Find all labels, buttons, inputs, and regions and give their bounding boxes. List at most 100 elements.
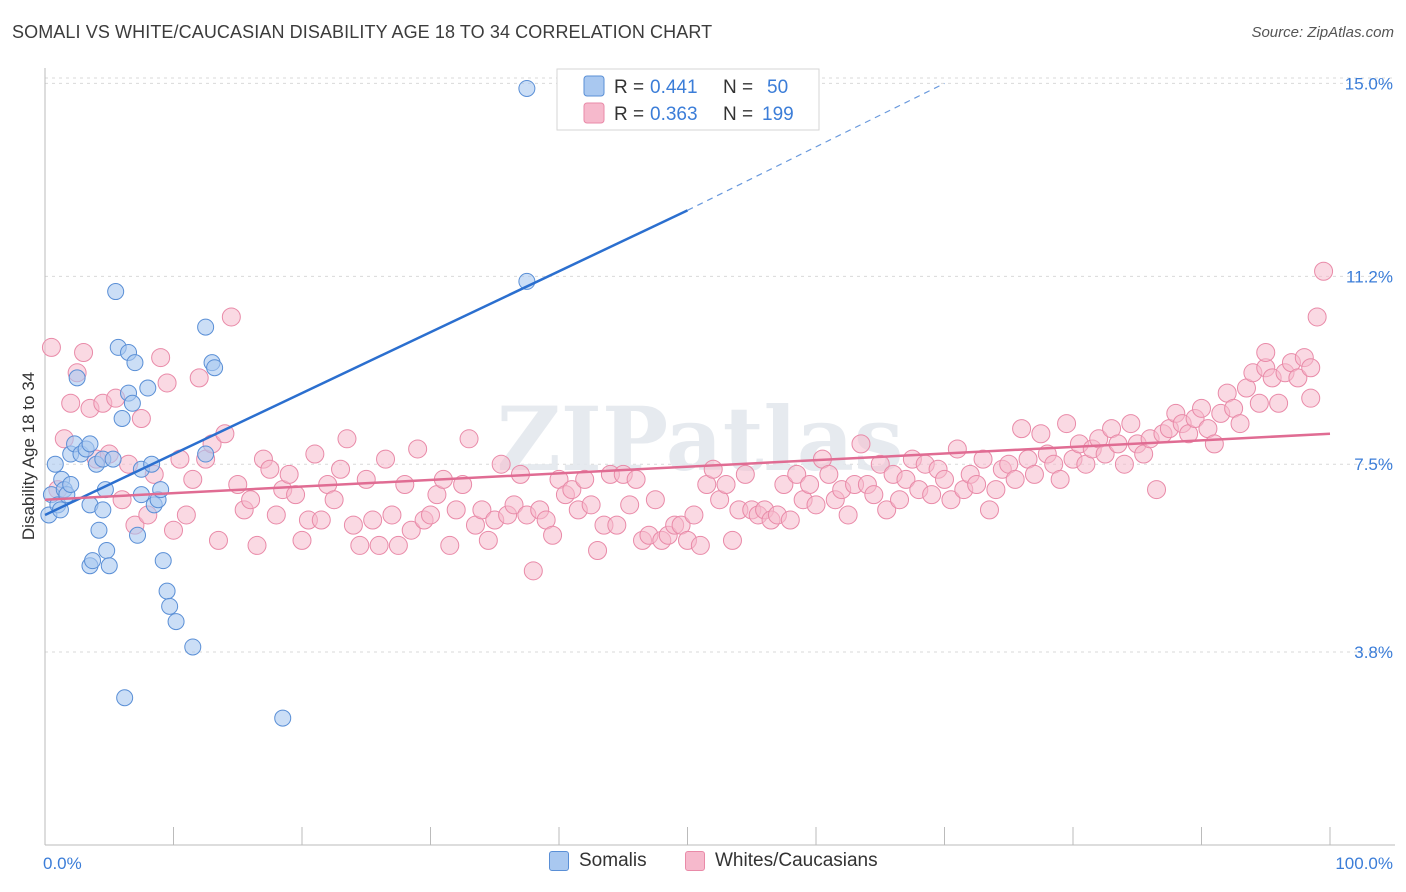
stats-legend: R = 0.441 N = 50 R = 0.363 N = 199 xyxy=(556,68,820,131)
y-tick-label: 3.8% xyxy=(1354,643,1393,662)
white-point xyxy=(922,485,942,505)
somali-point xyxy=(518,79,536,97)
white-point xyxy=(684,505,704,525)
white-point xyxy=(363,510,383,530)
white-point xyxy=(1314,261,1334,281)
whites-swatch xyxy=(685,851,705,871)
white-point xyxy=(1307,307,1327,327)
legend-n-label-2: N = xyxy=(723,104,753,125)
white-point xyxy=(1249,393,1269,413)
white-point xyxy=(774,475,794,495)
legend-swatch-somali xyxy=(583,75,605,97)
white-point xyxy=(266,505,286,525)
white-point xyxy=(208,530,228,550)
somali-point xyxy=(68,369,86,387)
white-point xyxy=(183,469,203,489)
y-tick-labels: 3.8% 7.5% 11.2% 15.0% xyxy=(1345,74,1393,662)
x-tick-labels: 0.0% 100.0% xyxy=(43,854,1393,873)
white-point xyxy=(620,495,640,515)
somali-point xyxy=(161,597,179,615)
white-point xyxy=(986,480,1006,500)
y-axis-label: Disability Age 18 to 34 xyxy=(19,372,38,540)
white-point xyxy=(369,535,389,555)
somali-point xyxy=(100,557,118,575)
white-point xyxy=(941,490,961,510)
white-point xyxy=(504,495,524,515)
white-point xyxy=(979,500,999,520)
white-point xyxy=(735,464,755,484)
white-point xyxy=(221,307,241,327)
somali-point xyxy=(274,709,292,727)
white-point xyxy=(1024,464,1044,484)
white-point xyxy=(1114,454,1134,474)
white-point xyxy=(1050,469,1070,489)
white-point xyxy=(382,505,402,525)
white-point xyxy=(279,464,299,484)
white-point xyxy=(337,429,357,449)
legend-label-whites: Whites/Caucasians xyxy=(715,850,878,871)
white-point xyxy=(806,495,826,515)
somali-point xyxy=(46,455,64,473)
somali-points xyxy=(40,79,536,727)
white-point xyxy=(74,342,94,362)
white-point xyxy=(260,459,280,479)
white-trend-line xyxy=(44,432,1331,501)
white-point xyxy=(890,490,910,510)
somali-point xyxy=(123,394,141,412)
white-point xyxy=(241,490,261,510)
white-point xyxy=(189,368,209,388)
legend-r-label-1: R = xyxy=(614,77,644,98)
white-point xyxy=(356,469,376,489)
white-point xyxy=(838,505,858,525)
white-point xyxy=(131,408,151,428)
legend-r-value-2: 0.363 xyxy=(650,104,698,125)
somali-point xyxy=(206,359,224,377)
white-point xyxy=(1031,424,1051,444)
white-point xyxy=(543,525,563,545)
x-tick-label: 100.0% xyxy=(1335,854,1393,873)
white-point xyxy=(421,505,440,525)
white-point xyxy=(973,449,993,469)
white-point xyxy=(703,459,723,479)
somali-trend-line xyxy=(44,209,689,517)
white-point xyxy=(343,515,363,535)
white-point xyxy=(388,535,408,555)
white-point xyxy=(459,429,479,449)
white-point xyxy=(935,469,954,489)
somalis-swatch xyxy=(549,851,569,871)
white-point xyxy=(331,459,351,479)
white-point xyxy=(947,439,967,459)
axes xyxy=(44,68,1395,846)
white-point xyxy=(800,475,820,495)
white-point xyxy=(157,373,177,393)
white-point xyxy=(1256,342,1276,362)
white-point xyxy=(164,520,183,540)
legend-label-somalis: Somalis xyxy=(579,850,647,871)
white-point xyxy=(780,510,800,530)
white-point xyxy=(819,464,839,484)
somali-point xyxy=(107,283,125,301)
somali-point xyxy=(197,445,215,463)
somali-point xyxy=(126,354,144,372)
white-point xyxy=(1269,393,1289,413)
white-point xyxy=(408,439,428,459)
somali-point xyxy=(94,501,112,519)
white-point xyxy=(1057,414,1077,434)
somali-point xyxy=(184,638,202,656)
white-point xyxy=(1301,388,1321,408)
white-point xyxy=(1204,434,1224,454)
series-legend: Somalis Whites/Caucasians xyxy=(0,850,1406,880)
somali-point xyxy=(139,379,157,397)
y-tick-label: 11.2% xyxy=(1346,267,1393,286)
white-point xyxy=(1147,480,1167,500)
somali-point xyxy=(84,552,102,570)
gridlines xyxy=(45,77,1395,653)
legend-item-somalis: Somalis xyxy=(549,850,647,872)
x-tick-label: 0.0% xyxy=(43,854,82,873)
white-point xyxy=(112,490,132,510)
somali-point xyxy=(90,521,108,539)
white-point xyxy=(851,434,871,454)
white-point xyxy=(1301,358,1321,378)
white-point xyxy=(292,530,312,550)
white-point xyxy=(247,535,267,555)
